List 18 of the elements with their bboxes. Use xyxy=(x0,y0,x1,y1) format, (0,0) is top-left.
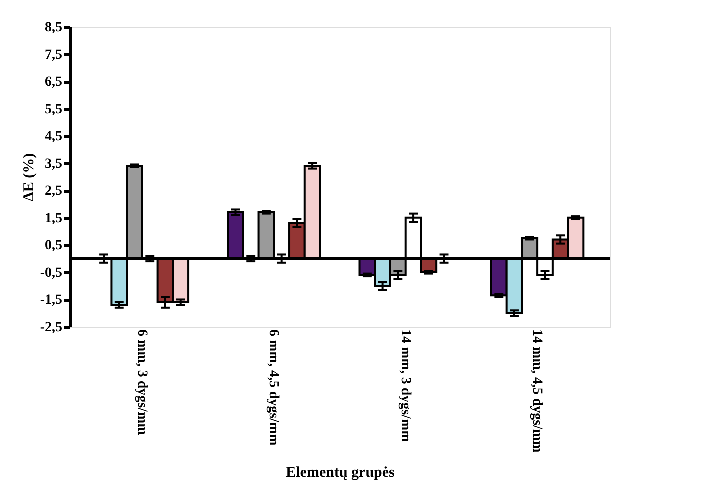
y-tick-label: -1,5 xyxy=(40,293,62,308)
y-tick-label: -2,5 xyxy=(40,320,62,336)
x-tick-label: 6 mm, 4,5 dygs/mm xyxy=(266,330,282,446)
y-tick-label: 5,5 xyxy=(45,102,62,118)
y-tick-label: 3,5 xyxy=(45,156,62,172)
y-tick-label: 1,5 xyxy=(45,211,62,226)
x-tick-label: 6 mm, 3 dygs/mm xyxy=(134,330,150,436)
x-axis-title: Elementų grupės xyxy=(286,464,396,481)
y-tick-label: 4,5 xyxy=(45,130,62,145)
y-axis-title: ΔE (%) xyxy=(21,153,38,202)
x-tick-label: 14 mm, 3 dygs/mm xyxy=(398,330,413,443)
y-tick-label: 2,5 xyxy=(45,184,62,200)
y-tick-label: 7,5 xyxy=(45,48,62,63)
y-tick-label: 6,5 xyxy=(45,75,62,90)
y-tick-label: -0,5 xyxy=(40,266,62,281)
y-tick-label: 0,5 xyxy=(45,238,62,254)
x-tick-label: 14 mm, 4,5 dygs/mm xyxy=(530,330,545,454)
y-tick-label: 8,5 xyxy=(45,20,62,36)
